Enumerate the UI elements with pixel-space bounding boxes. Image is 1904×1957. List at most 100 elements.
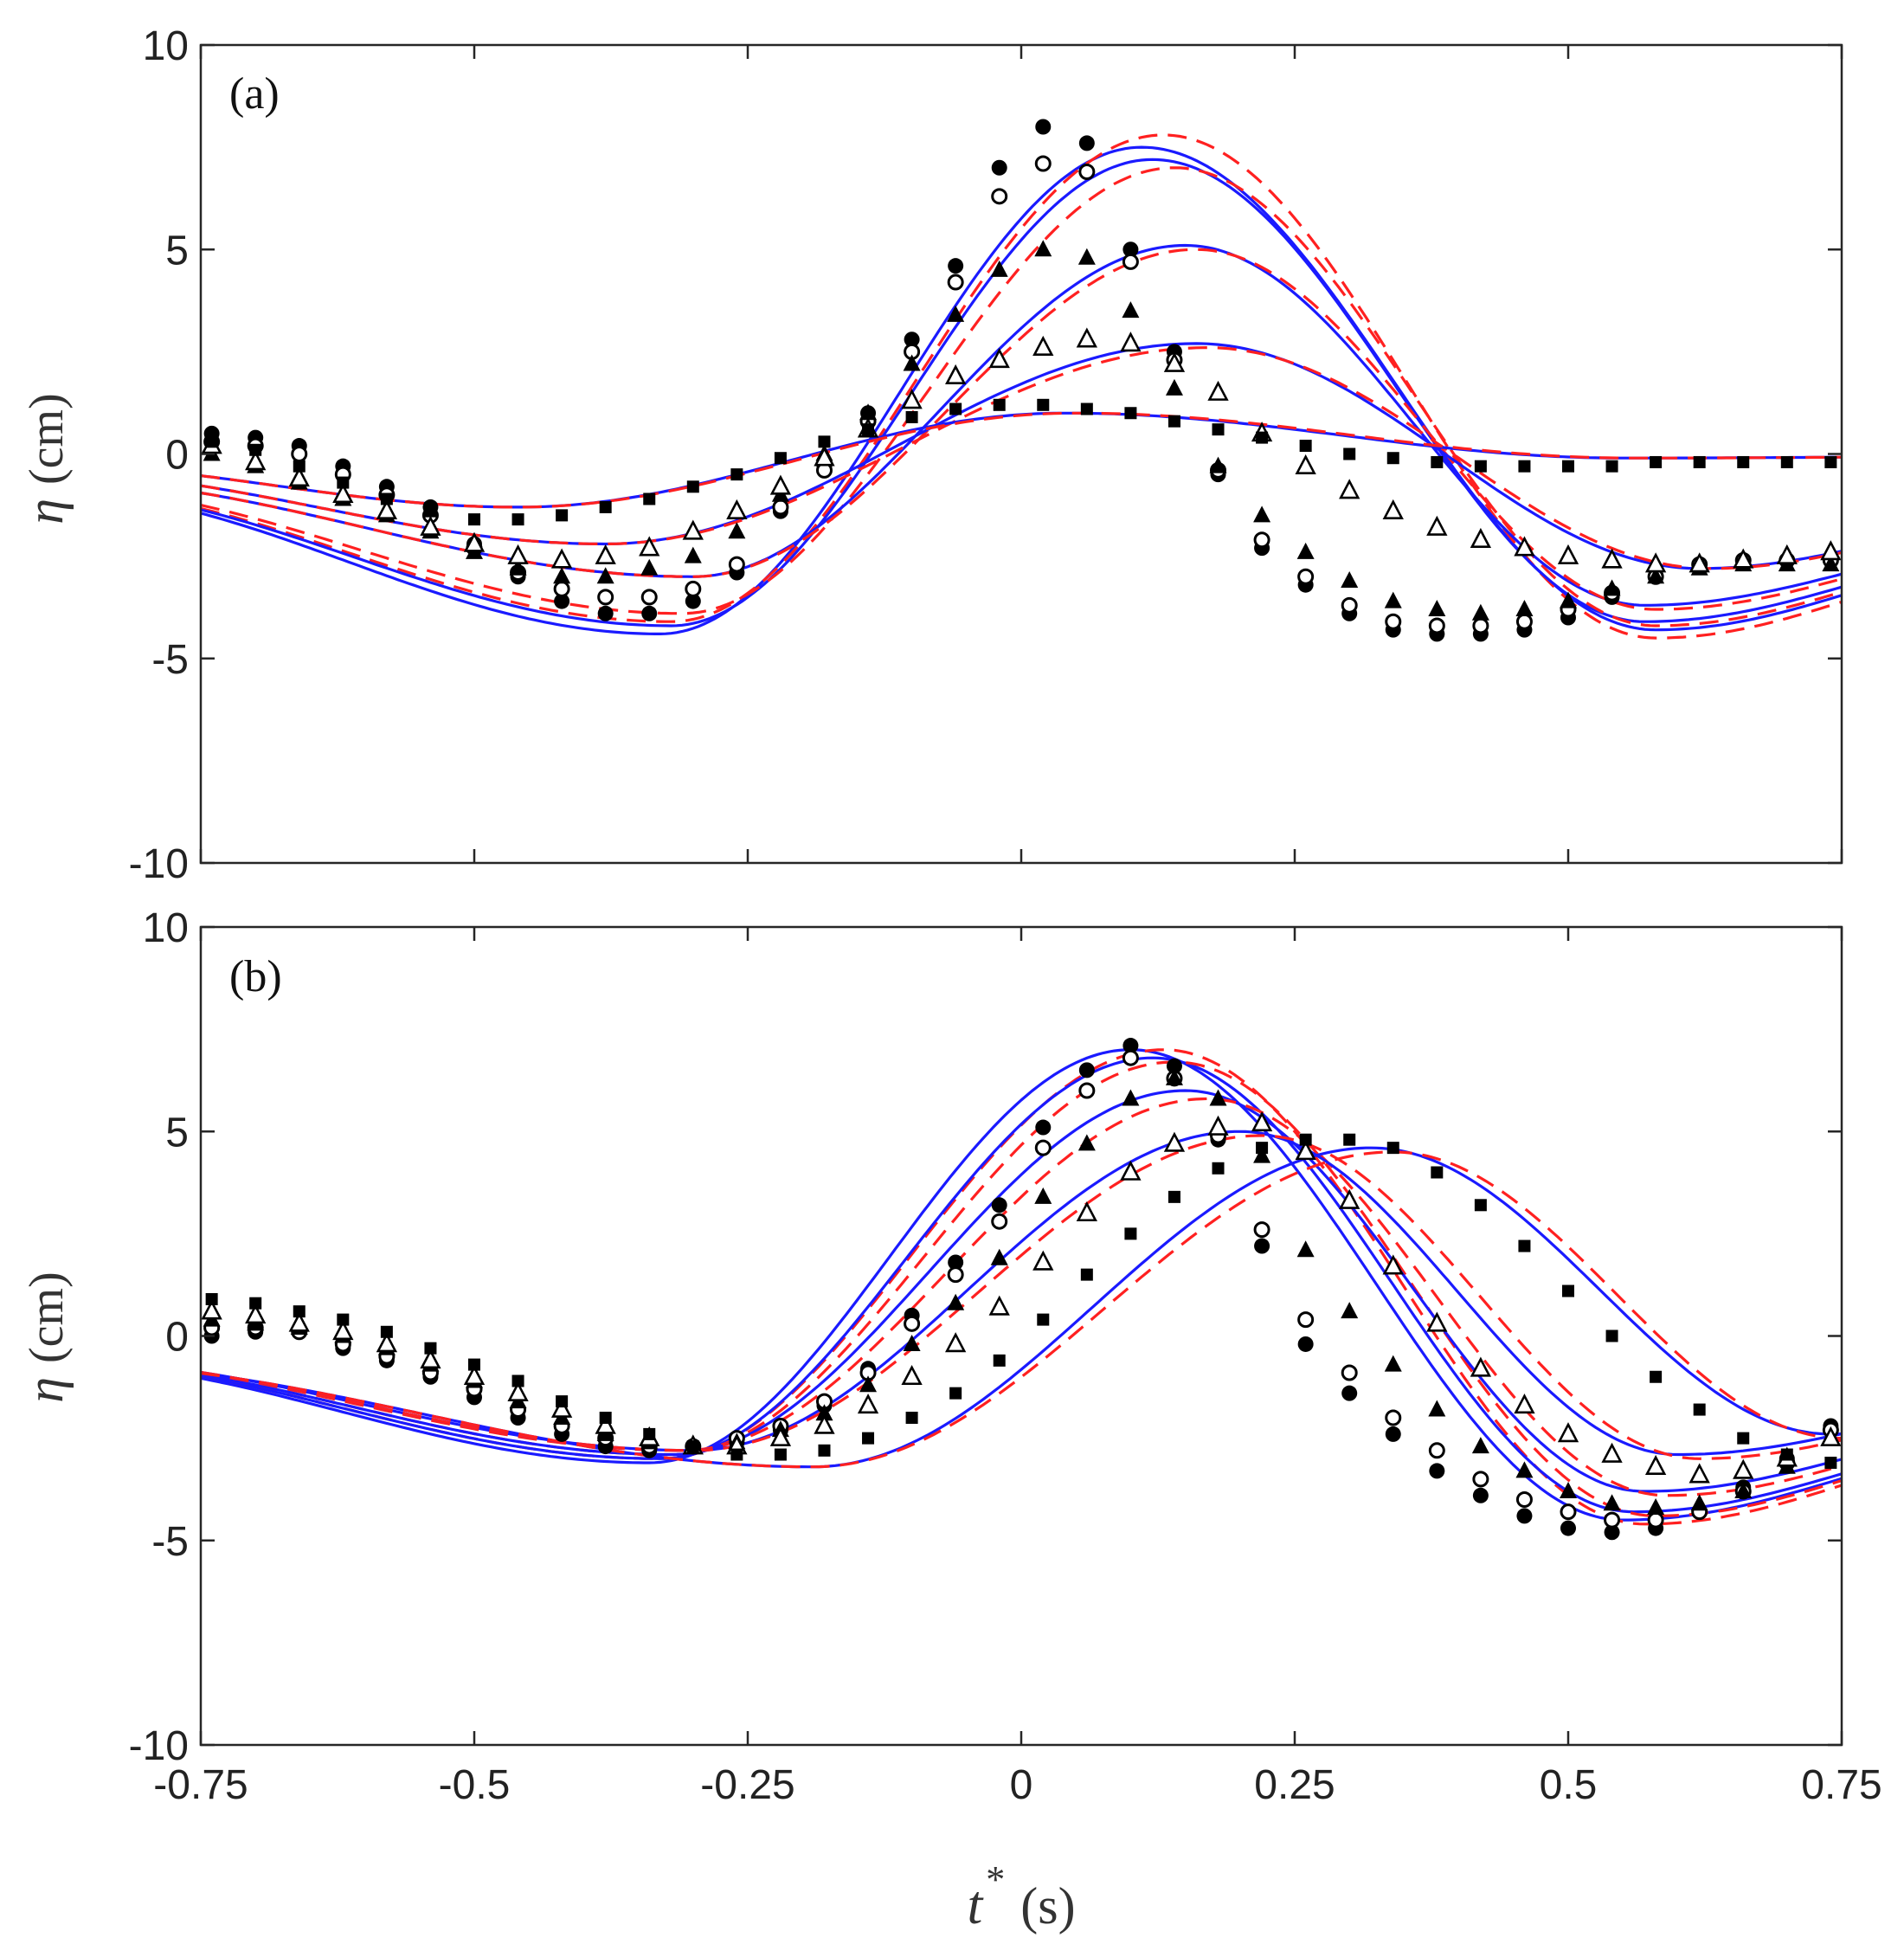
panel-a-open-triangle-point-20 — [1076, 327, 1097, 348]
panel-a-open-triangle-point-2 — [288, 467, 310, 487]
panel-b-open-triangle-point-31 — [1557, 1422, 1579, 1443]
panel-b-filled-square-point-12 — [730, 1448, 743, 1461]
panel-a-filled-square-point-23 — [1212, 423, 1225, 436]
panel-b-open-triangle-point-20 — [1076, 1201, 1097, 1222]
panel-a-open-circle-point-10 — [640, 589, 658, 606]
panel-a-filled-circle-point-17 — [948, 258, 964, 274]
panel-b-filled-square-point-27 — [1386, 1142, 1399, 1155]
panel-a-filled-square-point-37 — [1824, 455, 1837, 468]
panel-b-open-triangle-point-7 — [507, 1381, 529, 1401]
panel-a-open-circle-point-27 — [1385, 613, 1402, 630]
panel-b-plot-area: -0.75 -0.5 -0.25 0 0.25 0.5 0.75 -10 -5 0 5 10 — [129, 905, 1882, 1808]
panel-a-open-triangle-point-26 — [1339, 479, 1360, 499]
panel-a-open-triangle-point-16 — [901, 389, 923, 409]
panel-a-open-triangle-point-13 — [769, 474, 792, 495]
panel-b-filled-square-point-32 — [1605, 1329, 1618, 1342]
panel-a-label: (a) — [229, 69, 280, 119]
panel-b-xtick-label-3: 0 — [1010, 1762, 1033, 1808]
panel-a-open-triangle-point-8 — [550, 548, 573, 569]
panel-b-open-circle-point-26 — [1341, 1364, 1358, 1381]
panel-a-ytick-label-2: 0 — [165, 433, 189, 479]
panel-b-filled-square-point-35 — [1737, 1432, 1750, 1445]
panel-a-open-triangle-point-33 — [1644, 552, 1667, 573]
panel-a-open-triangle-point-36 — [1776, 544, 1798, 564]
panel-b-open-triangle-point-24 — [1251, 1111, 1273, 1132]
panel-a-filled-triangle-point-26 — [1341, 570, 1359, 588]
panel-a-filled-circle-point-18 — [991, 159, 1007, 176]
panel-b-filled-triangle-point-23 — [1209, 1089, 1227, 1106]
panel-a-ylabel-unit: (cm) — [20, 393, 74, 485]
panel-a-open-triangle-point-31 — [1557, 544, 1579, 564]
panel-a-open-circle-point-30 — [1515, 613, 1533, 630]
panel-b-filled-triangle-point-22 — [1165, 1068, 1183, 1085]
panel-a-filled-square-point-8 — [556, 509, 569, 522]
panel-b-open-triangle-point-30 — [1514, 1394, 1535, 1414]
panel-a-open-circle-point-2 — [291, 446, 308, 462]
panel-a-open-circle-point-21 — [1122, 253, 1139, 270]
panel-a-filled-triangle-point-16 — [903, 354, 921, 371]
panel-b-filled-circle-point-29 — [1472, 1487, 1489, 1503]
panel-a-open-circle-point-29 — [1472, 617, 1489, 634]
panel-b-open-circle-point-28 — [1428, 1442, 1445, 1459]
panel-a-filled-square-point-14 — [818, 435, 831, 448]
panel-a-open-triangle-point-23 — [1207, 380, 1229, 401]
panel-a-filled-square-point-13 — [774, 452, 787, 465]
panel-b-filled-triangle-point-27 — [1384, 1355, 1402, 1372]
panel-b-filled-triangle-point-28 — [1428, 1400, 1446, 1417]
panel-b-filled-triangle-point-18 — [990, 1248, 1008, 1265]
panel-a-filled-square-point-30 — [1518, 460, 1531, 473]
panel-b-filled-square-point-20 — [1080, 1268, 1093, 1281]
panel-a-filled-triangle-point-9 — [596, 567, 614, 584]
panel-b-open-triangle-point-3 — [332, 1319, 354, 1341]
panel-a-open-triangle-point-28 — [1426, 515, 1448, 536]
x-axis-title-symbol: t — [967, 1874, 984, 1935]
panel-b-filled-triangle-point-24 — [1253, 1146, 1271, 1163]
panel-a-filled-square-point-20 — [1080, 402, 1093, 415]
panel-a-filled-square-point-29 — [1474, 460, 1487, 473]
panel-b-filled-square-point-15 — [862, 1432, 875, 1445]
panel-b-filled-triangle-point-34 — [1690, 1494, 1708, 1511]
panel-b-filled-square-point-26 — [1343, 1133, 1356, 1146]
panel-a-filled-square-point-27 — [1386, 452, 1399, 465]
panel-b-filled-triangle-point-19 — [1034, 1187, 1052, 1204]
panel-b-filled-triangle-point-21 — [1122, 1089, 1140, 1106]
panel-a-open-circle-point-9 — [597, 589, 614, 606]
panel-a-filled-square-point-18 — [993, 398, 1006, 411]
panel-a-ytick-label-4: 10 — [143, 23, 189, 69]
panel-a-filled-square-point-15 — [862, 423, 875, 436]
panel-b-filled-square-point-14 — [818, 1444, 831, 1457]
panel-a-ylabel-symbol: η — [16, 499, 74, 525]
panel-a-filled-square-point-36 — [1780, 455, 1793, 468]
panel-a-filled-square-point-0 — [205, 435, 218, 448]
panel-b-ylabel: η (cm) — [16, 1271, 74, 1402]
panel-b-series-filled-square — [205, 1133, 1837, 1469]
panel-b-filled-square-point-25 — [1299, 1133, 1312, 1146]
panel-a-filled-circle-point-10 — [641, 605, 658, 621]
panel-a-open-triangle-point-32 — [1601, 548, 1623, 569]
panel-b-open-circle-point-19 — [1034, 1139, 1052, 1156]
panel-b-open-circle-point-27 — [1385, 1409, 1402, 1426]
panel-b-filled-triangle-point-30 — [1515, 1461, 1534, 1478]
panel-b-ytick-label-2: 0 — [165, 1315, 189, 1361]
panel-b-xtick-label-6: 0.75 — [1801, 1762, 1881, 1808]
panel-a-open-triangle-point-21 — [1120, 332, 1142, 352]
panel-b-filled-square-point-13 — [774, 1448, 787, 1461]
panel-a-open-triangle-point-1 — [245, 450, 267, 471]
panel-b-filled-square-point-33 — [1650, 1370, 1663, 1383]
panel-a-filled-triangle-point-25 — [1296, 542, 1315, 559]
panel-a-model-curve-dashed-9 — [200, 411, 1842, 509]
panel-b-open-triangle-point-29 — [1470, 1356, 1492, 1377]
panel-b-filled-triangle-point-15 — [859, 1375, 878, 1393]
panel-a-filled-square-point-32 — [1605, 460, 1618, 473]
panel-a-filled-square-point-21 — [1124, 407, 1137, 420]
panel-a-open-triangle-point-9 — [595, 544, 616, 564]
panel-b-filled-square-point-2 — [293, 1305, 306, 1318]
panel-a-filled-triangle-point-27 — [1384, 591, 1402, 608]
panel-b-open-triangle-point-32 — [1601, 1442, 1623, 1463]
panel-a-filled-square-point-10 — [643, 492, 656, 505]
panel-a-filled-triangle-point-19 — [1034, 240, 1052, 257]
panel-b-open-circle-point-25 — [1297, 1311, 1315, 1329]
panel-a-filled-square-point-16 — [905, 410, 918, 423]
panel-b-filled-square-point-30 — [1518, 1239, 1531, 1252]
